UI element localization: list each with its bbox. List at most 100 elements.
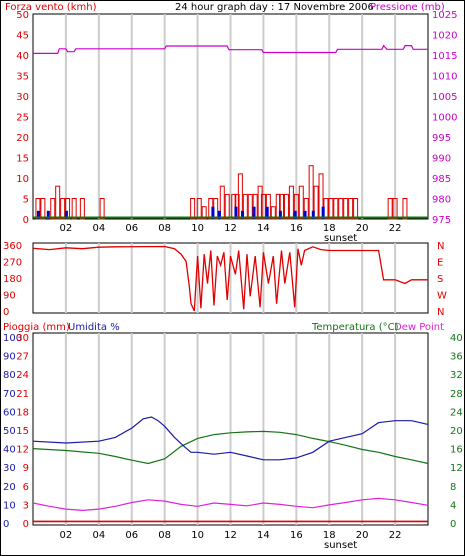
wind-speed-bar: [219, 185, 225, 220]
wind-speed-bar: [402, 198, 408, 220]
pressure-y-tick: 980: [432, 195, 451, 206]
wind-gust-bar: [252, 206, 256, 219]
humidity-x-ticks: 02 04 06 08 10 12 14 16 18 20 22: [60, 530, 402, 541]
direction-y-tick: 90: [3, 291, 16, 302]
pressure-y-tick: 1010: [432, 72, 457, 83]
main-title: 24 hour graph day : 17 Novembre 2006: [175, 2, 374, 13]
wind-y-tick: 15: [16, 154, 29, 165]
wind-gust-bar: [278, 210, 282, 219]
wind-speed-bar: [308, 165, 314, 220]
wind-gust-bar: [217, 210, 221, 219]
wind-speed-bar: [260, 193, 266, 220]
pressure-y-tick: 1005: [432, 92, 457, 103]
humidity-y-tick: 0: [3, 519, 9, 530]
rain-y-tick: 21: [16, 389, 29, 400]
temperature-y-ticks: 0 4 8 12 16 20 24 28 32 36 40: [450, 333, 463, 530]
wind-speed-bar: [313, 185, 319, 220]
wind-y-ticks: 0 5 10 15 20 25 30 35 40 45 50: [16, 10, 29, 226]
rain-y-tick: 30: [16, 333, 29, 344]
compass-y-tick: S: [437, 274, 443, 285]
pressure-y-tick: 985: [432, 174, 451, 185]
compass-y-tick: N: [437, 241, 444, 252]
wind-gust-bar: [64, 210, 68, 219]
rain-y-tick: 0: [23, 519, 29, 530]
wind-speed-bar: [288, 185, 294, 220]
wind-speed-bar: [328, 198, 334, 220]
rain-y-tick: 12: [16, 445, 29, 456]
x-tick-label: 16: [290, 530, 303, 541]
temperature-y-tick: 16: [450, 445, 463, 456]
wind-speed-bar: [242, 193, 248, 220]
wind-speed-bar: [50, 198, 56, 220]
rain-y-tick: 6: [23, 482, 29, 493]
temperature-y-tick: 4: [450, 500, 456, 511]
pressure-axis-title: Pressione (mb): [370, 2, 445, 13]
x-tick-label: 18: [323, 530, 336, 541]
x-tick-label: 10: [191, 530, 204, 541]
humidity-y-tick: 30: [3, 463, 16, 474]
wind-speed-bar: [247, 193, 253, 220]
x-tick-label: 10: [191, 223, 204, 234]
direction-y-ticks: 0 90 180 270 360: [3, 241, 22, 318]
wind-speed-bar: [318, 173, 324, 220]
wind-speed-bar: [190, 198, 196, 220]
wind-gust-bar: [46, 210, 50, 219]
x-tick-label: 22: [389, 530, 402, 541]
x-tick-label: 14: [257, 223, 270, 234]
pressure-y-tick: 1025: [432, 10, 457, 21]
wind-speed-bar: [283, 193, 289, 220]
wind-speed-bar: [353, 198, 359, 220]
x-tick-label: 02: [60, 530, 73, 541]
wind-y-tick: 30: [16, 92, 29, 103]
wind-speed-bar: [196, 198, 202, 220]
wind-speed-bar: [40, 198, 46, 220]
wind-y-tick: 50: [16, 10, 29, 21]
pressure-y-tick: 995: [432, 133, 451, 144]
rain-y-tick: 9: [23, 463, 29, 474]
humidity-panel: 0102030405060708090100036912151821242730…: [3, 332, 463, 551]
direction-y-tick: 270: [3, 258, 22, 269]
wind-y-tick: 35: [16, 72, 29, 83]
wind-y-tick: 10: [16, 174, 29, 185]
compass-y-tick: E: [437, 258, 443, 269]
x-tick-label: 18: [323, 223, 336, 234]
x-tick-label: 16: [290, 223, 303, 234]
x-tick-label: 02: [60, 223, 73, 234]
direction-y-tick: 360: [3, 241, 22, 252]
pressure-y-tick: 1015: [432, 51, 457, 62]
wind-y-tick: 20: [16, 133, 29, 144]
wind-gust-bar: [241, 210, 245, 219]
x-tick-label: 22: [389, 223, 402, 234]
compass-y-tick: N: [437, 307, 444, 318]
x-tick-label: 04: [92, 530, 105, 541]
rain-y-tick: 18: [16, 407, 29, 418]
wind-speed-bar: [333, 198, 339, 220]
temperature-y-tick: 36: [450, 352, 463, 363]
wind-speed-bar: [79, 198, 85, 220]
humidity-line: [32, 416, 429, 461]
wind-gust-bars: [36, 206, 325, 219]
wind-y-tick: 25: [16, 113, 29, 124]
sunset-label-top: sunset: [324, 233, 357, 244]
temperature-y-tick: 32: [450, 370, 463, 381]
x-tick-label: 06: [125, 223, 138, 234]
wind-gust-bar: [265, 206, 269, 219]
wind-x-ticks: 02 04 06 08 10 12 14 16 18 20 22: [60, 223, 402, 234]
humidity-y-tick: 60: [3, 407, 16, 418]
wind-speed-bar: [387, 198, 393, 220]
wind-gust-bar: [303, 210, 307, 219]
humidity-y-tick: 90: [3, 352, 16, 363]
wind-speed-bar: [298, 185, 304, 220]
wind-speed-bar: [71, 198, 77, 220]
direction-line: [32, 245, 428, 312]
temperature-line: [32, 430, 429, 465]
wind-speed-bar: [237, 173, 243, 220]
compass-y-tick: W: [437, 291, 447, 302]
humidity-y-tick: 80: [3, 370, 16, 381]
wind-gust-bar: [211, 206, 215, 219]
wind-grid: [64, 14, 397, 219]
wind-gust-bar: [36, 210, 40, 219]
x-tick-label: 04: [92, 223, 105, 234]
x-tick-label: 14: [257, 530, 270, 541]
